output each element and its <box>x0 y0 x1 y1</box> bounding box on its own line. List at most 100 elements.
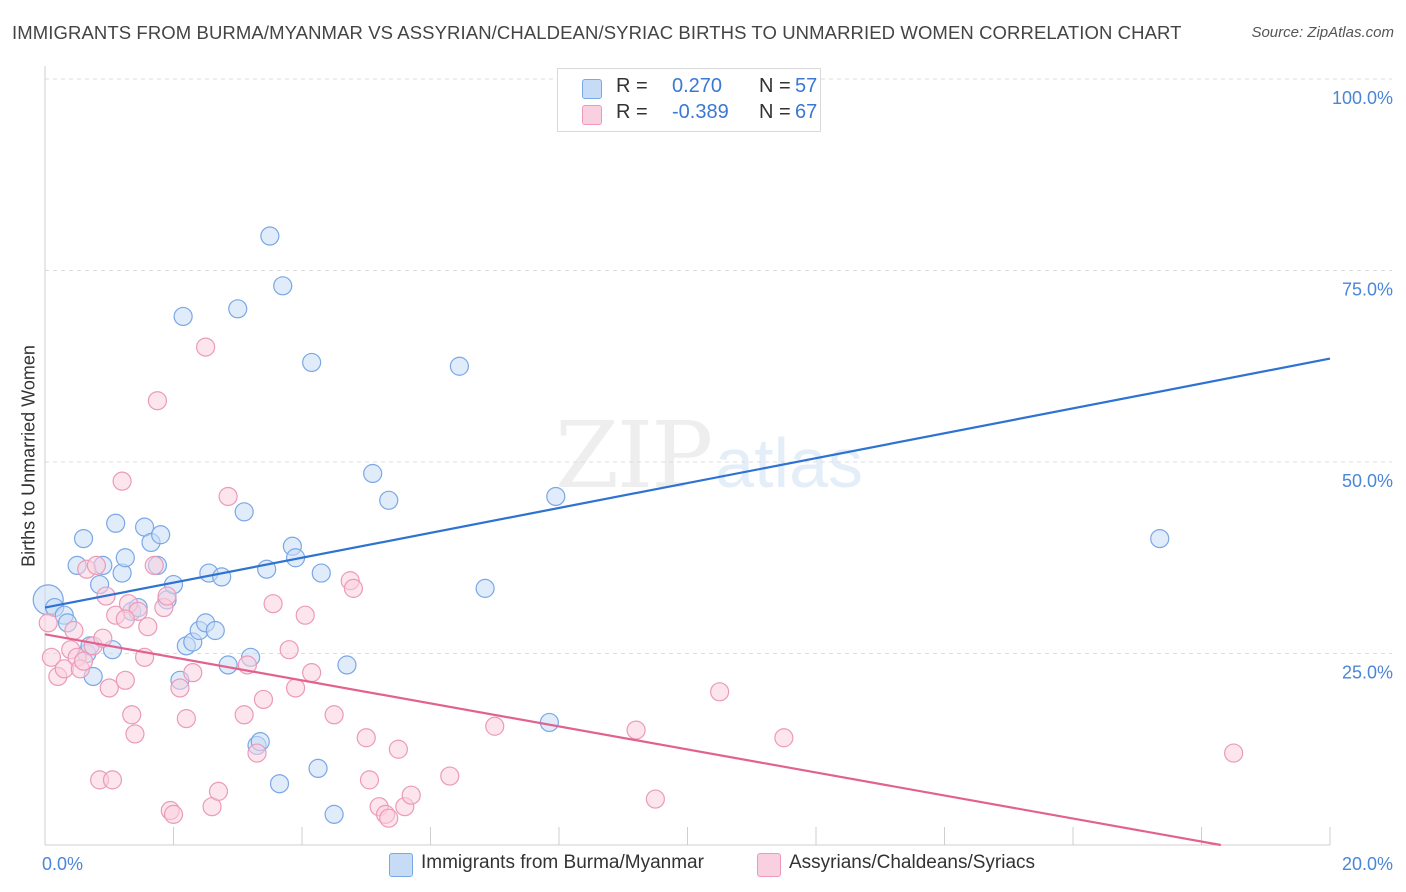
assyrian-point <box>183 663 203 683</box>
correlation-stats-box: R = 0.270 N = 57 R = -0.389 N = 67 <box>557 68 821 132</box>
assyrian-point <box>38 613 58 633</box>
assyrian-point <box>774 728 794 748</box>
burma-point <box>308 758 328 779</box>
assyrian-point <box>176 709 196 729</box>
n-value: 57 <box>795 75 818 97</box>
assyrian-point <box>356 728 376 748</box>
assyrian-point <box>112 471 132 491</box>
assyrian-legend-swatch-icon <box>757 853 781 877</box>
r-label: R = <box>616 101 648 123</box>
assyrian-trend-line <box>44 633 1221 847</box>
chart-title: IMMIGRANTS FROM BURMA/MYANMAR VS ASSYRIA… <box>12 22 1182 43</box>
burma-point <box>539 712 559 733</box>
burma-point <box>1150 528 1170 549</box>
legend-label: Immigrants from Burma/Myanmar <box>421 852 704 873</box>
burma-point <box>273 276 293 296</box>
assyrian-point <box>388 739 408 759</box>
tick-labels: 25.0% 50.0% 75.0% 100.0% 0.0% 20.0% <box>42 88 1393 874</box>
legend-label: Assyrians/Chaldeans/Syriacs <box>789 852 1036 873</box>
assyrian-point <box>102 770 123 790</box>
burma-point <box>311 563 331 583</box>
assyrian-point <box>64 620 84 641</box>
assyrian-point <box>710 682 730 702</box>
y-tick-label: 25.0% <box>1342 663 1393 683</box>
r-value: 0.270 <box>672 75 723 97</box>
assyrian-point <box>324 705 344 725</box>
assyrian-point <box>379 808 399 828</box>
burma-point <box>269 774 290 794</box>
trend-lines <box>44 357 1331 847</box>
assyrian-point <box>138 617 158 637</box>
burma-point <box>228 299 248 319</box>
assyrian-point <box>99 678 119 698</box>
burma-point <box>324 804 344 824</box>
assyrian-point <box>1224 743 1244 763</box>
assyrian-point <box>163 804 184 824</box>
y-tick-label: 75.0% <box>1342 280 1393 300</box>
assyrian-point <box>122 705 142 725</box>
assyrian-point <box>247 743 267 763</box>
assyrian-point <box>401 785 421 805</box>
burma-point <box>115 548 135 568</box>
x-tick-label: 20.0% <box>1342 854 1393 874</box>
y-tick-label: 100.0% <box>1332 88 1393 108</box>
r-label: R = <box>616 75 648 97</box>
assyrian-point <box>302 663 322 683</box>
burma-trend-line <box>44 357 1331 609</box>
burma-point <box>337 655 357 675</box>
assyrian-point <box>115 609 135 629</box>
assyrian-point <box>343 578 363 598</box>
burma-point <box>363 463 383 484</box>
y-tick-label: 50.0% <box>1342 471 1393 491</box>
assyrian-swatch-icon <box>582 105 602 125</box>
data-points <box>32 69 1244 828</box>
assyrian-point <box>218 486 238 507</box>
burma-point <box>379 490 399 510</box>
x-tick-label: 0.0% <box>42 854 83 874</box>
assyrian-point <box>147 391 168 411</box>
burma-point <box>302 352 322 373</box>
assyrian-point <box>115 670 135 690</box>
y-axis-title: Births to Unmarried Women <box>18 345 39 567</box>
assyrian-point <box>157 586 177 606</box>
assyrian-point <box>295 605 315 625</box>
assyrian-point <box>626 720 646 740</box>
assyrian-point <box>196 337 216 357</box>
burma-swatch-icon <box>582 79 602 99</box>
burma-point <box>73 528 94 549</box>
assyrian-point <box>41 647 62 667</box>
burma-point <box>173 306 193 327</box>
n-value: 67 <box>795 101 818 123</box>
burma-point <box>260 226 280 246</box>
assyrian-point <box>73 651 94 671</box>
burma-point <box>151 525 171 545</box>
assyrian-point <box>253 689 274 710</box>
burma-point <box>234 502 254 522</box>
assyrian-point <box>263 594 283 614</box>
assyrian-point <box>93 628 113 648</box>
n-label: N = <box>759 101 791 123</box>
assyrian-point <box>440 766 460 786</box>
assyrian-point <box>234 705 254 725</box>
burma-legend-swatch-icon <box>389 853 413 877</box>
assyrian-point <box>125 724 145 744</box>
r-value: -0.389 <box>672 101 729 123</box>
assyrian-point <box>359 770 380 790</box>
assyrian-point <box>86 555 107 576</box>
assyrian-point <box>144 555 164 576</box>
source-label: Source: ZipAtlas.com <box>1251 24 1394 41</box>
burma-point <box>475 578 495 598</box>
burma-point <box>106 513 126 533</box>
assyrian-point <box>170 678 190 698</box>
assyrian-point <box>285 678 306 698</box>
burma-point <box>212 567 232 587</box>
burma-point <box>546 486 566 507</box>
assyrian-point <box>485 716 505 736</box>
axes <box>44 66 1331 846</box>
burma-point <box>205 620 225 641</box>
assyrian-point <box>645 789 665 809</box>
burma-point <box>449 356 470 376</box>
n-label: N = <box>759 75 791 97</box>
assyrian-point <box>208 781 229 801</box>
